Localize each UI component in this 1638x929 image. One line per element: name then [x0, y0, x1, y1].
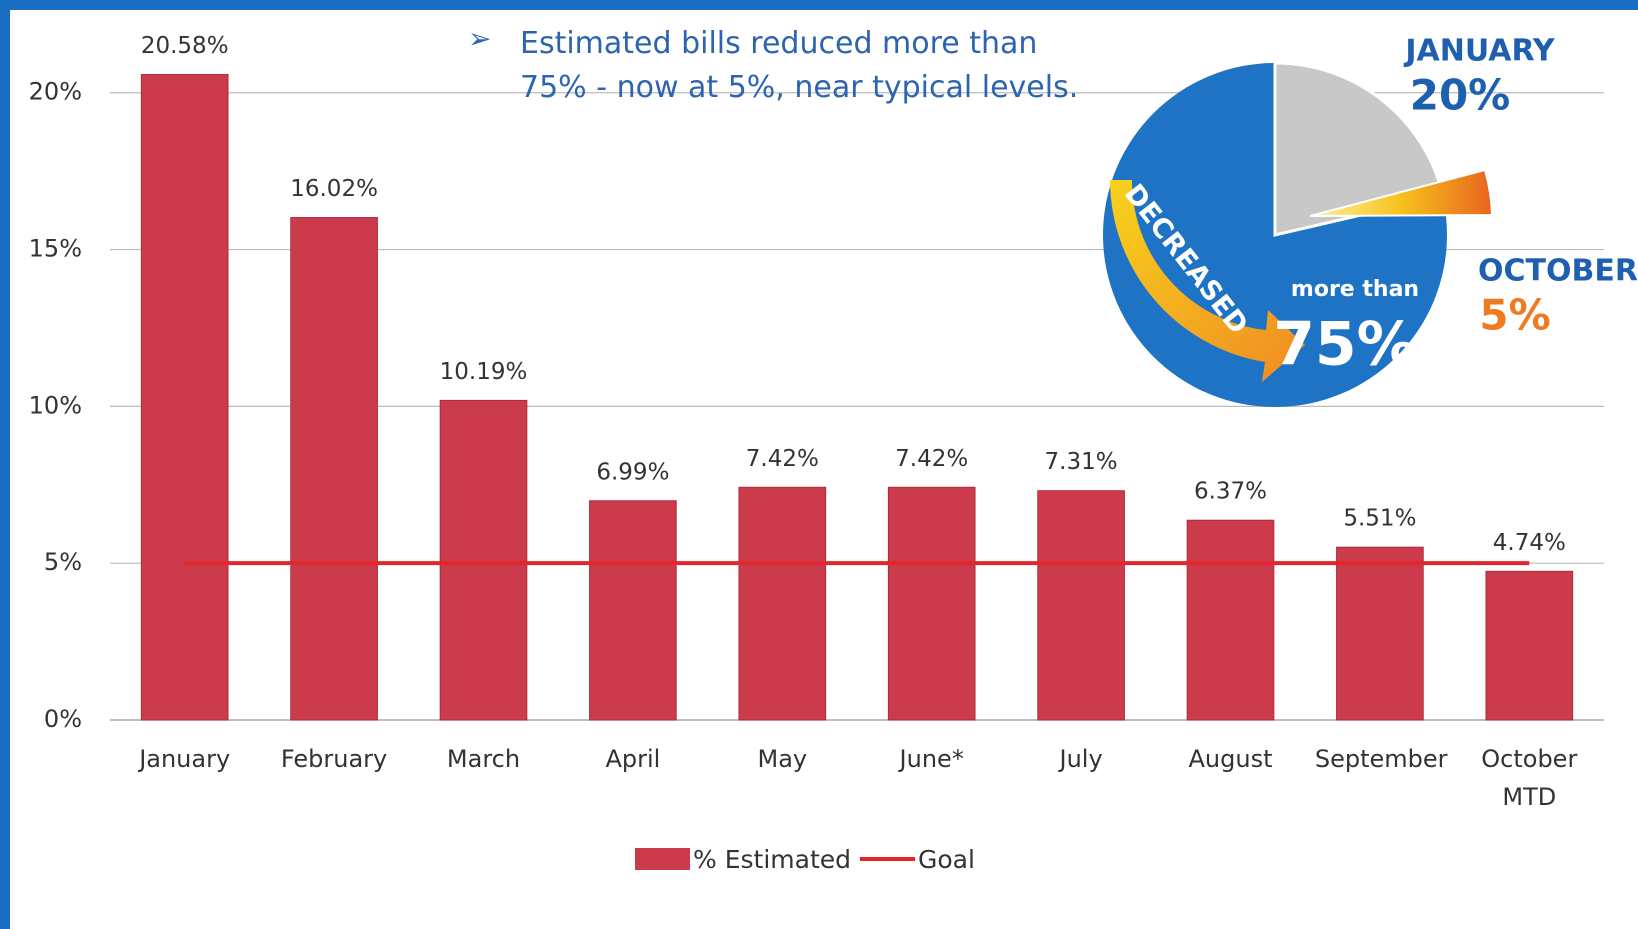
value-label: 4.74%: [1493, 530, 1566, 556]
value-label: 20.58%: [141, 33, 229, 59]
x-tick-label: October MTD: [1464, 740, 1594, 816]
value-label: 5.51%: [1343, 506, 1416, 532]
bullet-arrow: ➢: [468, 22, 491, 55]
y-tick-label: 15%: [29, 235, 82, 263]
annotation: Estimated bills reduced more than 75% - …: [520, 22, 1080, 110]
chart: 0% 5% 10% 15% 20% 20.58% 16.02% 10.19% 6.99% 7.42…: [10, 10, 1638, 929]
legend-label: Goal: [918, 845, 975, 874]
y-tick-label: 5%: [44, 548, 82, 576]
legend-swatch: [635, 848, 690, 870]
y-tick-label: 20%: [29, 78, 82, 106]
center-label: more than: [1291, 277, 1419, 302]
bar: [141, 75, 228, 720]
chart-card: 0% 5% 10% 15% 20% 20.58% 16.02% 10.19% 6.99% 7.42…: [10, 10, 1638, 929]
value-label: 10.19%: [440, 359, 528, 385]
y-tick-label: 0%: [44, 705, 82, 733]
bar: [590, 501, 677, 720]
january-label: JANUARY: [1403, 34, 1556, 69]
legend-label: % Estimated: [693, 845, 851, 874]
value-label: 6.37%: [1194, 479, 1267, 505]
value-label: 7.42%: [895, 446, 968, 472]
page: 0% 5% 10% 15% 20% 20.58% 16.02% 10.19% 6.99% 7.42…: [0, 0, 1638, 929]
bar: [1337, 547, 1424, 720]
bar: [1187, 520, 1274, 720]
bar: [888, 487, 975, 720]
center-value: 75%: [1273, 310, 1417, 380]
bar: [739, 487, 826, 720]
x-tick-label: April: [568, 740, 698, 778]
october-label: OCTOBER: [1478, 254, 1638, 289]
bar: [1038, 491, 1125, 720]
bar: [1486, 571, 1573, 720]
x-tick-label: January: [120, 740, 250, 778]
bar: [291, 218, 378, 720]
infographic: DECREASED more than 75% JANUARY 20% OCTO…: [1103, 34, 1638, 408]
x-tick-label: February: [269, 740, 399, 778]
october-value: 5%: [1479, 291, 1550, 340]
x-tick-label: July: [1016, 740, 1146, 778]
january-value: 20%: [1410, 71, 1511, 120]
value-label: 16.02%: [290, 176, 378, 202]
x-tick-label: June*: [867, 740, 997, 778]
y-tick-label: 10%: [29, 391, 82, 419]
value-label: 6.99%: [596, 459, 669, 485]
bar: [440, 400, 527, 720]
value-label: 7.42%: [746, 446, 819, 472]
x-tick-label: August: [1166, 740, 1296, 778]
x-tick-label: March: [419, 740, 549, 778]
value-label: 7.31%: [1045, 449, 1118, 475]
x-tick-label: May: [717, 740, 847, 778]
x-tick-label: September: [1315, 740, 1445, 778]
